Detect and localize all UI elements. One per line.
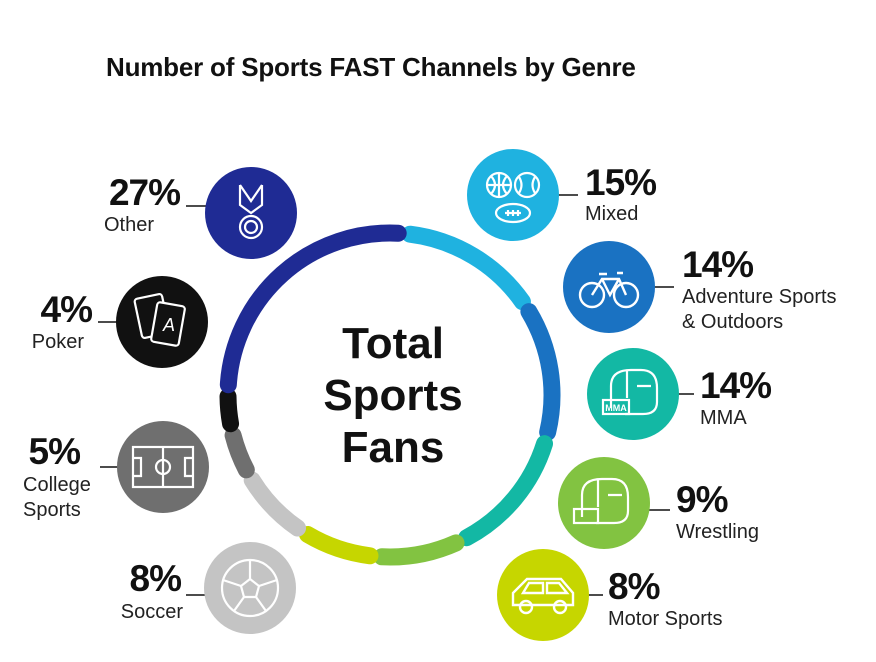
center-label-line-3: Fans (341, 423, 445, 472)
label-wrestling: Wrestling (676, 521, 759, 543)
wrestling-glove-icon (572, 477, 630, 525)
icon-circles: MMA A (116, 149, 679, 641)
icon-circle-adventure-sports-outdoors (563, 241, 655, 333)
label-other: Other (103, 214, 154, 236)
icon-badge-other (205, 167, 297, 259)
icon-circle-mixed (467, 149, 559, 241)
pct-mixed: 15% (585, 162, 657, 203)
sports-balls-icon (485, 171, 541, 224)
center-label-line-2: Sports (323, 371, 463, 420)
label-soccer: Soccer (120, 601, 183, 623)
icon-badge-adventure-sports-outdoors (563, 241, 655, 333)
icon-badge-wrestling (558, 457, 650, 549)
icon-badge-mma: MMA (587, 348, 679, 440)
label-college-sports-line-1: College (23, 474, 91, 496)
label-poker: Poker (31, 331, 84, 353)
label-motor-sports: Motor Sports (608, 608, 723, 630)
pct-wrestling: 9% (676, 479, 728, 520)
label-mixed: Mixed (585, 203, 639, 225)
pct-other: 27% (108, 172, 181, 213)
donut-slice-wrestling (373, 534, 465, 566)
icon-badge-mixed (467, 149, 559, 241)
pct-adventure: 14% (682, 244, 754, 285)
icon-badge-college-sports (117, 421, 209, 513)
icon-badge-poker: A (116, 276, 208, 368)
donut-slice-motor-sports (299, 525, 379, 565)
label-adventure-line-2: & Outdoors (682, 311, 784, 333)
icon-circle-motor-sports (497, 549, 589, 641)
center-label: Total Sports Fans (293, 318, 493, 474)
label-mma: MMA (700, 407, 747, 429)
donut-ring (219, 224, 561, 566)
donut-slice-other (219, 224, 407, 394)
donut-slice-mixed (401, 225, 531, 311)
pct-soccer: 8% (129, 558, 182, 599)
donut-slice-college-sports (224, 426, 255, 479)
medal-icon (238, 184, 264, 240)
playing-cards-icon: A (133, 292, 186, 347)
pct-motor-sports: 8% (608, 566, 660, 607)
soccer-ball-icon (220, 558, 280, 618)
pct-mma: 14% (700, 365, 772, 406)
donut-slice-adventure-sports-outdoors (520, 303, 561, 441)
icon-circle-soccer (204, 542, 296, 634)
car-icon (511, 577, 575, 615)
card-ace-text: A (162, 315, 175, 335)
chart-title: Number of Sports FAST Channels by Genre (106, 52, 636, 82)
icon-circle-mma (587, 348, 679, 440)
label-college-sports-line-2: Sports (23, 499, 81, 521)
icon-badge-motor-sports (497, 549, 589, 641)
icon-badge-soccer (204, 542, 296, 634)
label-adventure-line-1: Adventure Sports (682, 286, 837, 308)
mma-icon-text: MMA (605, 403, 627, 413)
donut-slice-poker (219, 388, 240, 433)
bicycle-icon (578, 271, 640, 309)
icon-circle-wrestling (558, 457, 650, 549)
donut-slice-soccer (243, 471, 307, 537)
sports-field-icon (131, 445, 195, 489)
pct-poker: 4% (40, 289, 93, 330)
pct-college-sports: 5% (28, 431, 81, 472)
mma-glove-icon: MMA (601, 368, 659, 416)
donut-slice-mma (458, 435, 554, 547)
center-label-line-1: Total (342, 319, 444, 368)
